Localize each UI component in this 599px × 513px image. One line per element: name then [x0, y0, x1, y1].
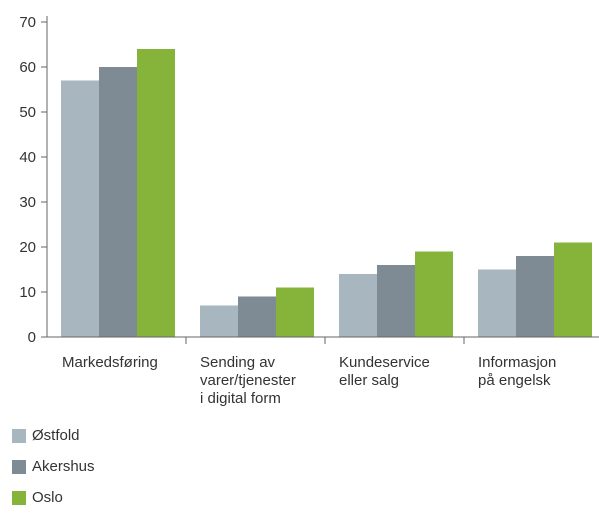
y-tick-label-0: 0: [28, 329, 36, 346]
category-label-3-line-1: på engelsk: [478, 372, 551, 389]
legend-label-ostfold: Østfold: [32, 427, 80, 444]
category-label-3-line-0: Informasjon: [478, 354, 556, 371]
legend-label-oslo: Oslo: [32, 489, 63, 506]
bar-1-1: [238, 296, 276, 337]
category-label-1-line-1: varer/tjenester: [200, 372, 296, 389]
bar-1-2: [276, 287, 314, 337]
y-tick-label-2: 20: [19, 239, 36, 256]
y-tick-label-4: 40: [19, 149, 36, 166]
legend-item-ostfold: Østfold: [12, 420, 95, 451]
y-tick-label-1: 10: [19, 284, 36, 301]
bar-0-0: [61, 80, 99, 337]
bar-1-0: [200, 305, 238, 337]
category-label-2-line-0: Kundeservice: [339, 354, 430, 371]
y-tick-label-6: 60: [19, 59, 36, 76]
category-label-2: Kundeservice eller salg: [339, 354, 430, 389]
category-label-2-line-1: eller salg: [339, 372, 399, 389]
category-label-3: Informasjon på engelsk: [478, 354, 556, 389]
legend-label-akershus: Akershus: [32, 458, 95, 475]
legend-swatch-akershus: [12, 459, 26, 474]
legend-swatch-oslo: [12, 490, 26, 505]
bar-3-2: [554, 242, 592, 337]
bar-2-2: [415, 251, 453, 337]
bar-3-0: [478, 269, 516, 337]
y-tick-label-7: 70: [19, 14, 36, 31]
category-label-0: Markedsføring: [62, 354, 158, 371]
bar-3-1: [516, 256, 554, 337]
category-label-1-line-2: i digital form: [200, 390, 281, 407]
legend: Østfold Akershus Oslo: [12, 420, 95, 513]
bar-2-1: [377, 265, 415, 337]
bar-0-1: [99, 67, 137, 337]
y-tick-label-5: 50: [19, 104, 36, 121]
category-label-1: Sending av varer/tjenester i digital form: [200, 354, 296, 407]
legend-item-akershus: Akershus: [12, 451, 95, 482]
category-label-0-line-0: Markedsføring: [62, 354, 158, 371]
category-label-1-line-0: Sending av: [200, 354, 276, 371]
bar-chart-plot: 0 10 20 30 40 50 60 70 Markedsføring Sending av va…: [19, 14, 599, 407]
bar-2-0: [339, 274, 377, 337]
legend-swatch-ostfold: [12, 428, 26, 443]
y-tick-label-3: 30: [19, 194, 36, 211]
legend-item-oslo: Oslo: [12, 482, 95, 513]
bar-0-2: [137, 49, 175, 337]
